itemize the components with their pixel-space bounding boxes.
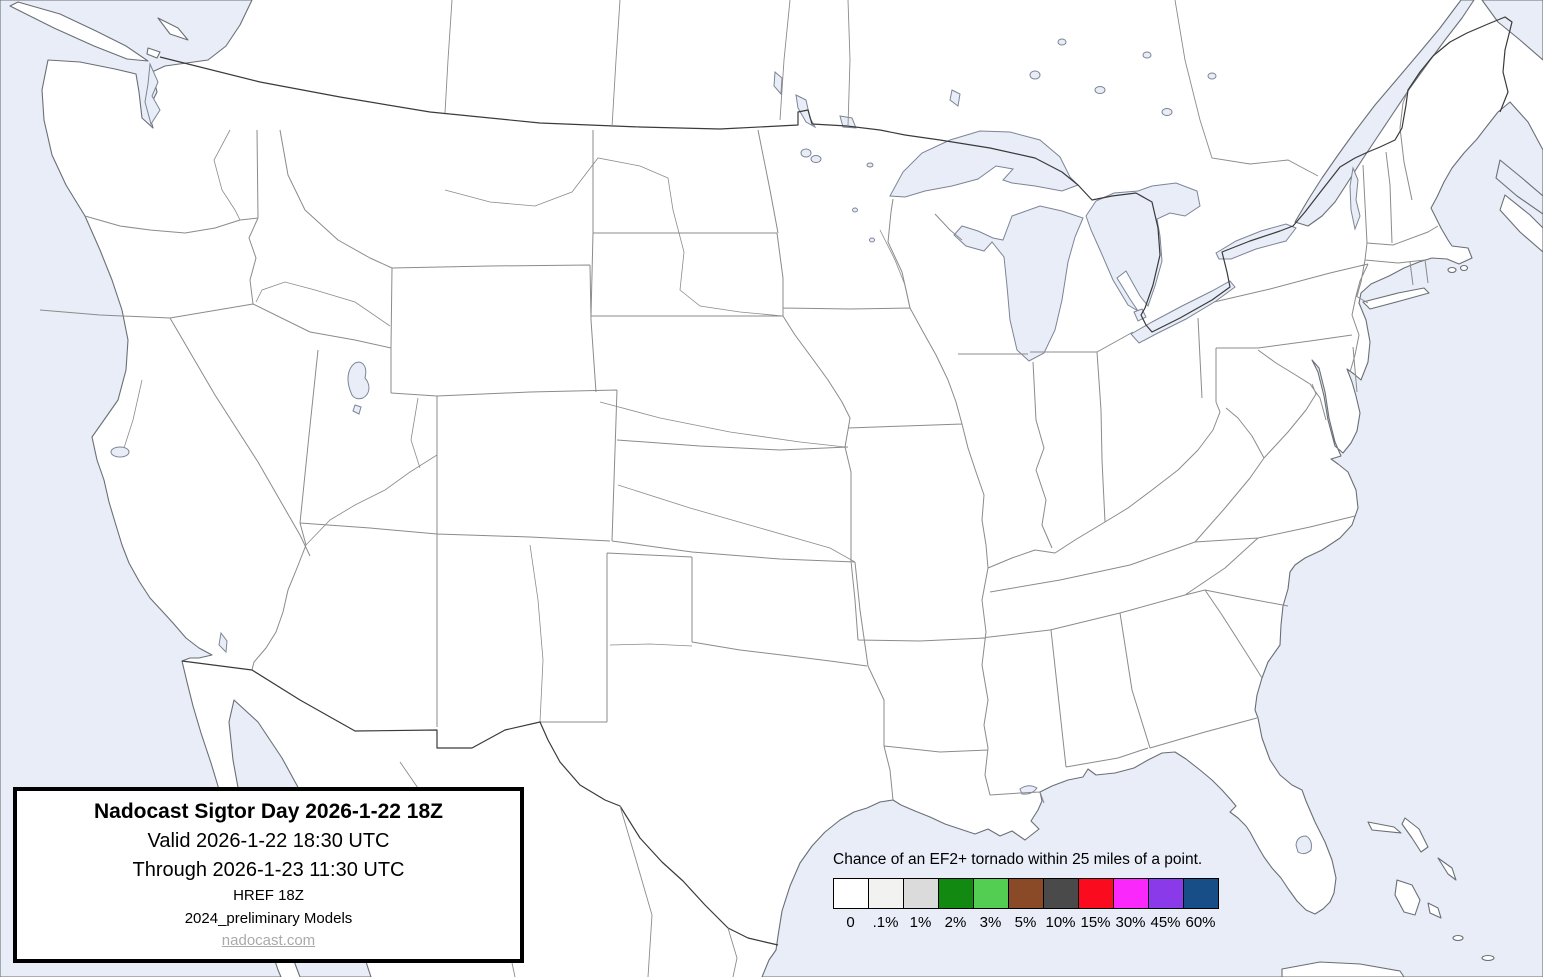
legend-swatch-3% [973,878,1009,909]
bay-of-fundy [1495,159,1543,215]
legend-label-row: 0 .1% 1% 2% 3% 5% 10% 15% 30% 45% 60% [833,914,1219,931]
atlantic-gulf-ocean [761,101,1543,977]
colorado-river-upper [305,454,438,546]
legend-label-3%: 3% [979,914,1002,931]
legend-swatch-2% [938,878,974,909]
lake-nipigon [949,89,961,107]
legend-label-60%: 60% [1185,914,1216,931]
through-time: Through 2026-1-23 11:30 UTC [132,859,405,882]
legend-label-0: 0 [846,914,855,931]
lake-erie [1130,280,1236,344]
eleuthera-island [1437,857,1457,881]
legend-label-45%: 45% [1150,914,1181,931]
forecast-title-box: Nadocast Sigtor Day 2026-1-22 18Z Valid … [13,787,524,963]
canada-provincial-borders [444,0,1319,177]
lake-pontchartrain [1019,785,1038,795]
arkansas-river [617,484,856,563]
andros-island [1394,879,1421,916]
legend-swatch-5% [1008,878,1044,909]
lake-michigan [953,205,1084,362]
islands [9,1,1543,977]
pacific-ocean [0,0,282,977]
green-river [410,397,421,469]
snake-river [255,281,391,327]
valid-time: Valid 2026-1-22 18:30 UTC [147,830,390,853]
puget-sound [144,62,161,126]
legend-label-.1%: .1% [872,914,899,931]
sacramento-river [123,379,143,449]
legend-swatch-15% [1078,878,1114,909]
legend-swatch-row [833,878,1219,909]
forecast-title: Nadocast Sigtor Day 2026-1-22 18Z [94,800,443,824]
san-francisco-bay [110,446,130,458]
lake-manitoba [773,70,783,96]
great-salt-lake [347,361,370,400]
nadocast-link[interactable]: nadocast.com [221,932,316,950]
legend-swatch-10% [1043,878,1079,909]
abaco-island [1401,817,1429,853]
red-river-upper [609,643,693,647]
legend-swatch-1% [903,878,939,909]
rivers [123,129,911,723]
st-lawrence-river [1294,0,1475,227]
legend-swatch-.1% [868,878,904,909]
probability-legend: Chance of an EF2+ tornado within 25 mile… [833,851,1219,931]
legend-swatch-0 [833,878,869,909]
legend-swatch-60% [1183,878,1219,909]
missouri-river [444,157,784,317]
columbia-river [213,129,241,221]
great-lakes [110,38,1361,855]
long-island [1362,287,1430,310]
lake-champlain [1349,166,1361,231]
legend-swatch-30% [1113,878,1149,909]
international-borders [159,16,1513,946]
legend-label-5%: 5% [1014,914,1037,931]
gulf-of-st-lawrence [1481,0,1543,61]
us-canada-border [159,16,1513,333]
legend-label-30%: 30% [1115,914,1146,931]
cuba-coast [1281,961,1405,977]
platte-river [599,401,846,448]
vancouver-island [9,1,149,62]
rio-grande-upper [529,544,544,723]
utah-lake [352,404,362,415]
legend-label-10%: 10% [1045,914,1076,931]
state-borders [39,89,1439,804]
legend-swatch-45% [1148,878,1184,909]
model-version-label: 2024_preliminary Models [184,909,353,927]
legend-label-15%: 15% [1080,914,1111,931]
model-run-label: HREF 18Z [233,887,304,905]
nova-scotia [1499,194,1543,253]
salton-sea [218,631,228,654]
lake-huron [1085,182,1201,312]
legend-label-1%: 1% [909,914,932,931]
lake-superior [889,130,1079,198]
legend-label-2%: 2% [944,914,967,931]
grand-bahama [1367,821,1402,834]
legend-title: Chance of an EF2+ tornado within 25 mile… [833,851,1203,868]
lake-okeechobee [1295,835,1312,855]
us-mexico-border [181,660,779,946]
